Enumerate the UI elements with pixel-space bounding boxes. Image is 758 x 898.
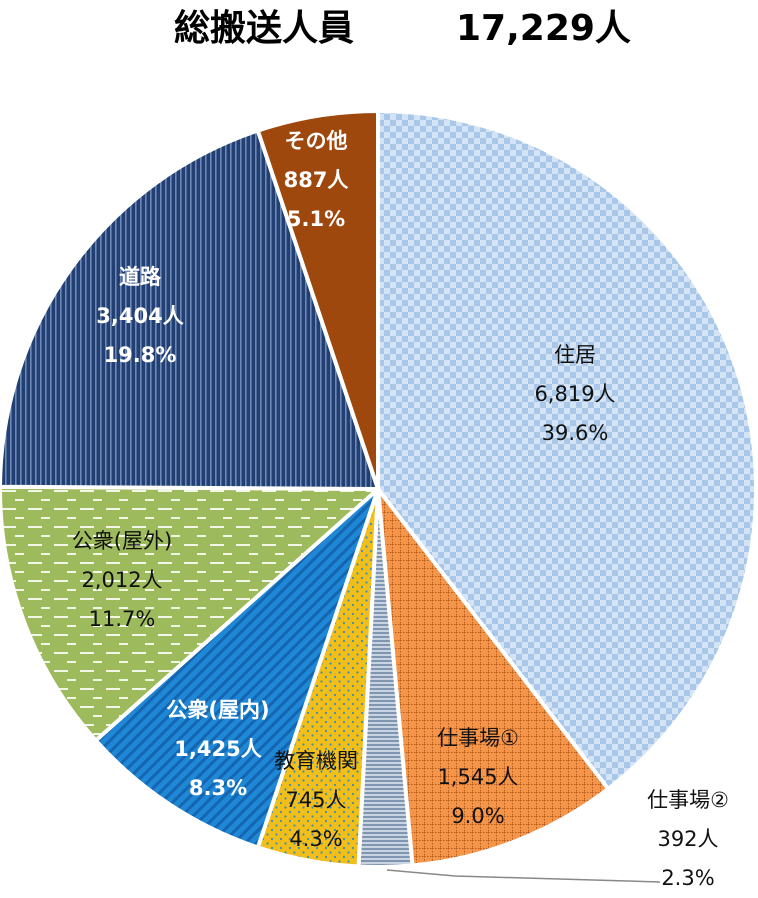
pie-slice-1 [376, 109, 758, 791]
slice-label-1-count-label: 6,819人 [534, 382, 615, 406]
pie-slice-8 [255, 109, 380, 491]
slice-label-1-name: 住居 [554, 343, 596, 367]
pie-slices [0, 109, 758, 869]
leader-line [386, 869, 661, 883]
slice-label-3-name: 仕事場② [647, 788, 729, 812]
slice-label-2-count-label: 1,545人 [437, 765, 518, 789]
slice-labels: 住居 6,819人 39.6% 仕事場① 1,545人 9.0% 仕事場② 392人 2.3% 教… [72, 129, 729, 890]
pie-slice-5 [93, 487, 380, 850]
slice-label-3-count-label: 392人 [657, 827, 718, 851]
slice-label-4-pct-label: 4.3% [289, 827, 342, 851]
slice-label-8-name: その他 [285, 129, 348, 153]
pie-slice-2 [376, 487, 611, 868]
slice-label-6-name: 公衆(屋外) [72, 529, 172, 553]
slice-label-4-count-label: 745人 [285, 788, 346, 812]
slice-label-7-pct-label: 19.8% [104, 343, 177, 367]
slice-label-1-pct-label: 39.6% [542, 421, 609, 445]
pie-slice-6 [0, 484, 380, 743]
slice-label-5-name: 公衆(屋内) [166, 698, 269, 722]
slice-label-4-name: 教育機関 [274, 749, 358, 773]
slice-label-6-count-label: 2,012人 [81, 568, 162, 592]
slice-label-5-count-label: 1,425人 [174, 737, 261, 761]
slice-label-7-count-label: 3,404人 [96, 304, 183, 328]
slice-label-8-count-label: 887人 [284, 168, 349, 192]
pie-slice-7 [0, 128, 380, 491]
chart-total: 17,229人 [456, 8, 631, 49]
slice-label-7-name: 道路 [119, 265, 162, 289]
chart-title: 総搬送人員 [174, 8, 354, 49]
slice-label-2-pct-label: 9.0% [451, 804, 504, 828]
slice-label-5-pct-label: 8.3% [189, 776, 247, 800]
slice-label-6-pct-label: 11.7% [89, 607, 156, 631]
slice-label-2-name: 仕事場① [437, 726, 519, 750]
slice-label-8-pct-label: 5.1% [287, 207, 345, 231]
slice-label-3-pct-label: 2.3% [661, 866, 714, 890]
